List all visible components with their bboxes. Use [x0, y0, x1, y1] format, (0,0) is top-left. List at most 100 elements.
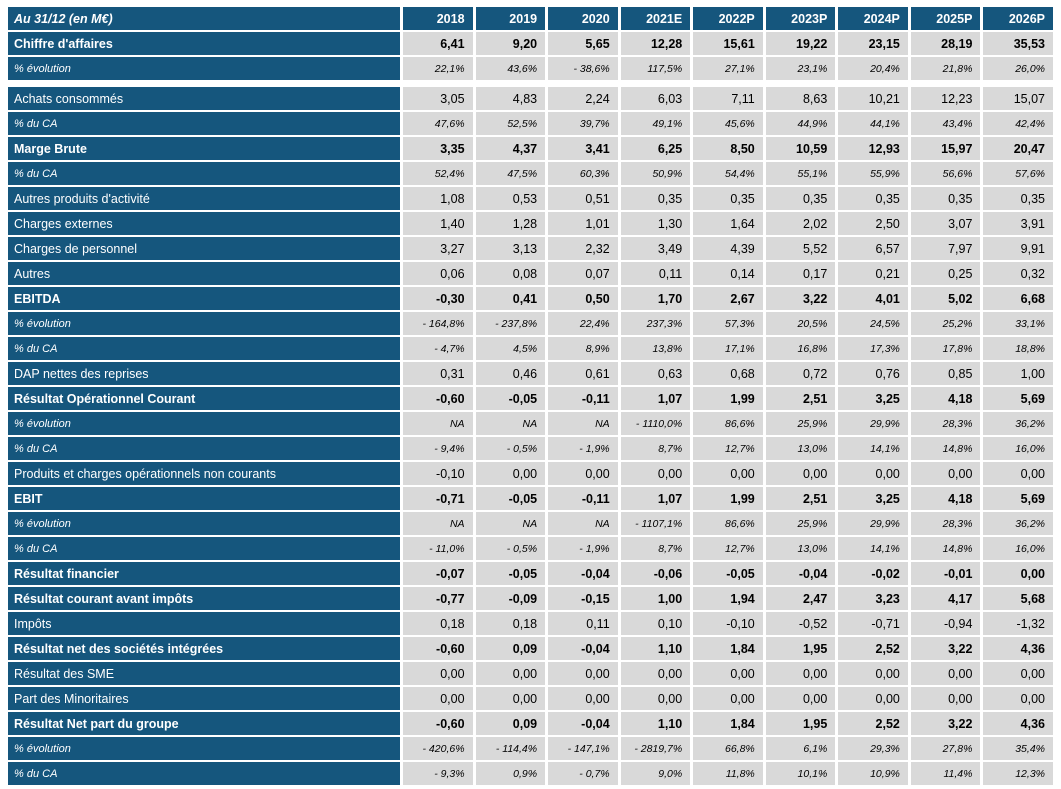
data-cell: - 164,8% — [403, 312, 473, 335]
row-label: % évolution — [8, 512, 400, 535]
data-cell: 0,00 — [765, 662, 836, 685]
data-cell: 1,30 — [620, 212, 691, 235]
data-cell: 1,00 — [983, 362, 1053, 385]
data-cell: 3,22 — [910, 712, 981, 735]
data-cell: 4,5% — [475, 337, 546, 360]
data-cell: 237,3% — [620, 312, 691, 335]
data-cell: 13,8% — [620, 337, 691, 360]
data-cell: 0,00 — [838, 662, 908, 685]
data-cell: NA — [475, 412, 546, 435]
data-cell: 12,7% — [693, 537, 763, 560]
data-cell: - 237,8% — [475, 312, 546, 335]
data-cell: 5,68 — [983, 587, 1053, 610]
data-cell: 57,6% — [983, 162, 1053, 185]
data-cell: 6,68 — [983, 287, 1053, 310]
data-cell: -0,04 — [765, 562, 836, 585]
data-cell: 0,00 — [910, 687, 981, 710]
data-cell: 0,32 — [983, 262, 1053, 285]
column-header-2024p: 2024P — [838, 7, 908, 30]
data-cell: 35,53 — [983, 32, 1053, 55]
data-cell: -0,07 — [403, 562, 473, 585]
data-cell: 0,76 — [838, 362, 908, 385]
row-label: EBIT — [8, 487, 400, 510]
data-cell: -0,06 — [620, 562, 691, 585]
data-cell: 60,3% — [548, 162, 618, 185]
data-cell: 6,41 — [403, 32, 473, 55]
data-cell: - 1,9% — [548, 537, 618, 560]
data-cell: 0,00 — [548, 687, 618, 710]
data-cell: 0,00 — [983, 562, 1053, 585]
data-cell: 1,70 — [620, 287, 691, 310]
data-cell: 0,00 — [765, 462, 836, 485]
data-cell: -1,32 — [983, 612, 1053, 635]
data-cell: 0,00 — [475, 662, 546, 685]
data-cell: 3,91 — [983, 212, 1053, 235]
row-label: Autres — [8, 262, 400, 285]
data-cell: 28,3% — [910, 412, 981, 435]
column-header-2020: 2020 — [548, 7, 618, 30]
data-cell: 3,22 — [765, 287, 836, 310]
data-cell: 3,27 — [403, 237, 473, 260]
data-cell: 22,4% — [548, 312, 618, 335]
data-cell: 4,36 — [983, 637, 1053, 660]
data-cell: 52,5% — [475, 112, 546, 135]
data-cell: 1,08 — [403, 187, 473, 210]
data-cell: 0,25 — [910, 262, 981, 285]
data-cell: 0,68 — [693, 362, 763, 385]
data-cell: 43,6% — [475, 57, 546, 80]
data-cell: -0,09 — [475, 587, 546, 610]
data-cell: 4,18 — [910, 387, 981, 410]
data-cell: 23,15 — [838, 32, 908, 55]
row-label: Impôts — [8, 612, 400, 635]
data-cell: 0,35 — [910, 187, 981, 210]
data-cell: 0,00 — [403, 662, 473, 685]
row-label: Produits et charges opérationnels non co… — [8, 462, 400, 485]
row-label: DAP nettes des reprises — [8, 362, 400, 385]
data-cell: - 0,7% — [548, 762, 618, 785]
data-cell: 17,1% — [693, 337, 763, 360]
data-cell: 0,14 — [693, 262, 763, 285]
data-cell: 36,2% — [983, 512, 1053, 535]
data-cell: 117,5% — [620, 57, 691, 80]
data-cell: -0,05 — [693, 562, 763, 585]
data-cell: 20,5% — [765, 312, 836, 335]
data-cell: 21,8% — [910, 57, 981, 80]
data-cell: -0,52 — [765, 612, 836, 635]
data-cell: 17,3% — [838, 337, 908, 360]
data-cell: 29,3% — [838, 737, 908, 760]
data-cell: 2,02 — [765, 212, 836, 235]
data-cell: 55,1% — [765, 162, 836, 185]
data-cell: 0,00 — [983, 662, 1053, 685]
data-cell: -0,71 — [838, 612, 908, 635]
data-cell: 12,3% — [983, 762, 1053, 785]
data-cell: 0,50 — [548, 287, 618, 310]
data-cell: 49,1% — [620, 112, 691, 135]
row-label: Résultat financier — [8, 562, 400, 585]
data-cell: 39,7% — [548, 112, 618, 135]
data-cell: 0,00 — [548, 662, 618, 685]
column-header-2022p: 2022P — [693, 7, 763, 30]
data-cell: 4,18 — [910, 487, 981, 510]
data-cell: 0,46 — [475, 362, 546, 385]
data-cell: 1,00 — [620, 587, 691, 610]
data-cell: 4,17 — [910, 587, 981, 610]
data-cell: 13,0% — [765, 537, 836, 560]
data-cell: 0,21 — [838, 262, 908, 285]
data-cell: 86,6% — [693, 412, 763, 435]
data-cell: 29,9% — [838, 512, 908, 535]
data-cell: 1,84 — [693, 637, 763, 660]
data-cell: 16,8% — [765, 337, 836, 360]
data-cell: 0,41 — [475, 287, 546, 310]
data-cell: 0,00 — [620, 462, 691, 485]
data-cell: 12,7% — [693, 437, 763, 460]
data-cell: 0,9% — [475, 762, 546, 785]
data-cell: - 420,6% — [403, 737, 473, 760]
data-cell: 0,00 — [983, 462, 1053, 485]
data-cell: 45,6% — [693, 112, 763, 135]
data-cell: 16,0% — [983, 437, 1053, 460]
data-cell: 29,9% — [838, 412, 908, 435]
data-cell: 3,25 — [838, 487, 908, 510]
data-cell: 3,22 — [910, 637, 981, 660]
data-cell: 3,23 — [838, 587, 908, 610]
data-cell: 0,00 — [910, 662, 981, 685]
